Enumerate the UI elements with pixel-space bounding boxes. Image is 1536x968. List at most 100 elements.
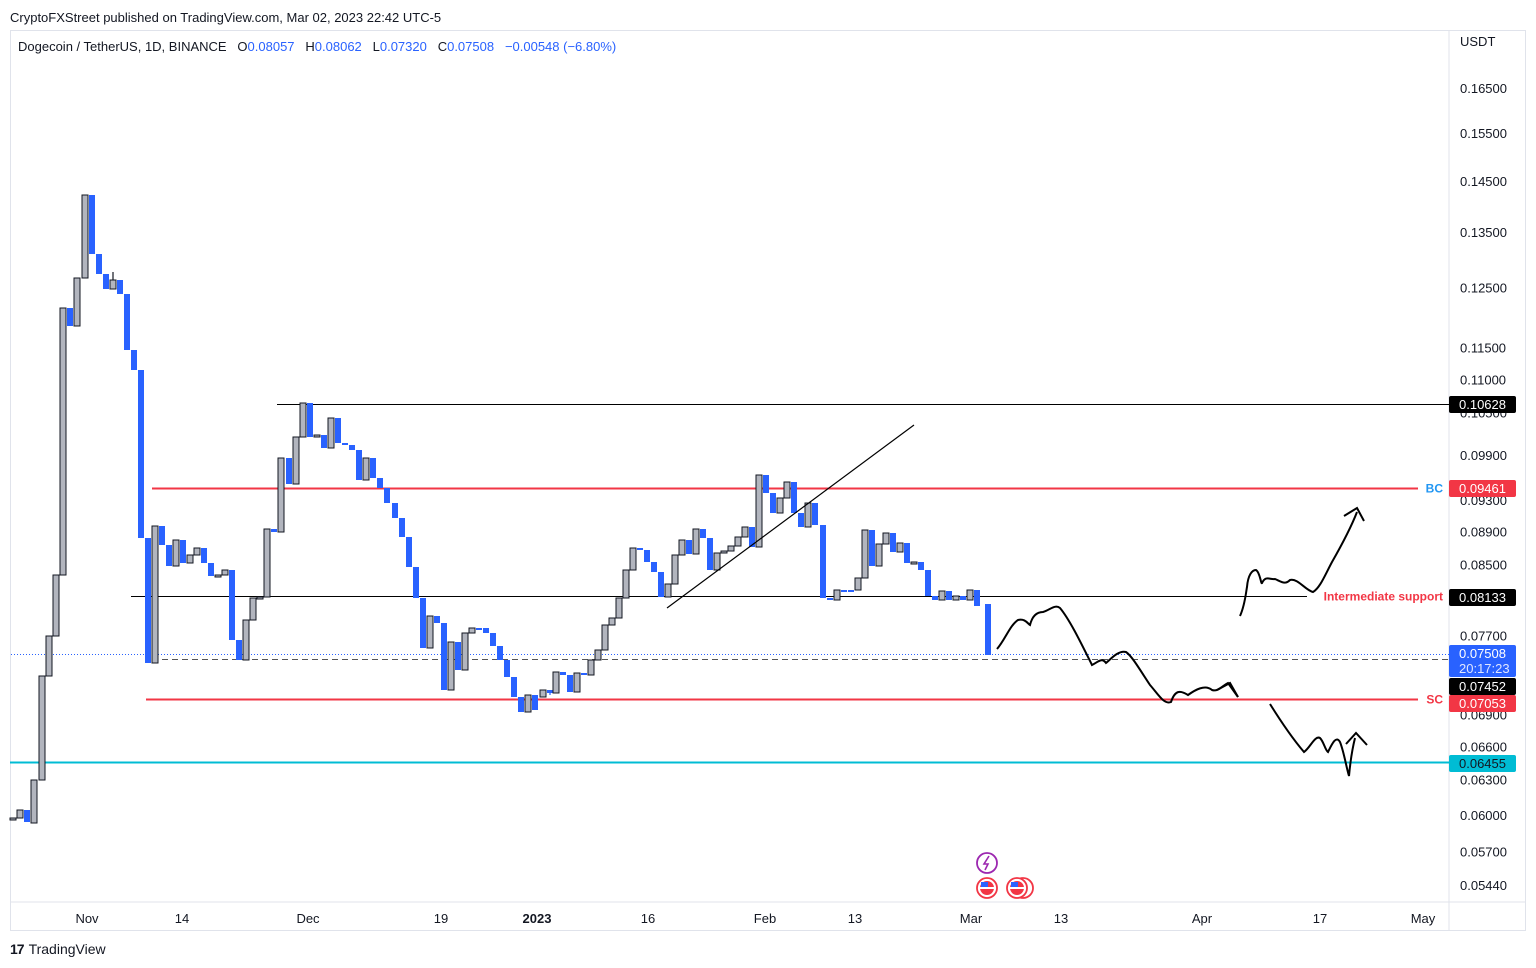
candle: [497, 646, 503, 660]
candle-body: [985, 604, 991, 655]
candle-body: [974, 590, 980, 606]
us-flag-event-icon-stack[interactable]: [1006, 877, 1034, 899]
candle-body: [686, 540, 692, 554]
us-flag-event-icon[interactable]: [976, 877, 998, 899]
candle: [587, 659, 595, 676]
candle: [483, 628, 489, 633]
candle: [776, 497, 784, 514]
candle: [861, 529, 869, 579]
candle-body: [720, 550, 728, 554]
price-tag-value: 0.06455: [1459, 756, 1506, 771]
candle-body: [932, 596, 938, 600]
close-value: 0.07508: [447, 39, 495, 54]
candle-body: [875, 543, 883, 567]
candle: [426, 615, 434, 649]
candle: [434, 616, 440, 623]
projection-path-2[interactable]: [1239, 511, 1358, 617]
candle: [249, 597, 257, 621]
candle-body: [622, 569, 630, 599]
candle: [399, 518, 405, 537]
candle-body: [763, 475, 769, 493]
candle: [658, 572, 664, 597]
candle-body: [377, 478, 383, 488]
candle: [763, 475, 769, 493]
candle-body: [242, 619, 250, 661]
candle: [938, 590, 946, 601]
candle-body: [413, 567, 419, 598]
projection-path-1[interactable]: [996, 605, 1239, 704]
candle-body: [910, 561, 918, 565]
lightning-event-icon[interactable]: [976, 852, 998, 874]
candle-body: [560, 672, 566, 675]
candle: [172, 539, 180, 567]
candle: [263, 528, 271, 598]
price-tick: 0.11500: [1460, 340, 1506, 355]
projection-arrow-3[interactable]: [1345, 731, 1368, 746]
price-tag-bg: [1449, 396, 1516, 413]
price-tag-value: 0.07508: [1459, 646, 1506, 661]
candle-body: [327, 417, 335, 449]
price-tag-value: 0.09461: [1459, 481, 1506, 496]
price-tick: 0.07700: [1460, 629, 1507, 644]
candle: [615, 597, 623, 619]
candle-body: [313, 434, 321, 438]
candle-body: [335, 418, 341, 443]
candle: [925, 570, 931, 596]
candle: [24, 810, 30, 822]
time-tick: 17: [1313, 911, 1327, 926]
candle-body: [841, 590, 847, 592]
candle: [180, 540, 186, 563]
candle: [313, 434, 321, 438]
candle: [117, 280, 123, 294]
tradingview-brand: TradingView: [28, 941, 106, 957]
candle: [974, 590, 980, 606]
projection-path-3[interactable]: [1269, 703, 1356, 777]
price-tag: 0.06455: [1449, 755, 1516, 772]
candle: [532, 695, 538, 710]
time-tick: 14: [175, 911, 189, 926]
candle-body: [45, 635, 53, 677]
projection-arrow-1[interactable]: [1216, 681, 1239, 698]
low-value: 0.07320: [379, 39, 427, 54]
candle-body: [890, 533, 896, 552]
candle-body: [483, 628, 489, 633]
candle-body: [73, 277, 81, 327]
time-tick: Dec: [296, 911, 320, 926]
tradingview-logo[interactable]: 17 TradingView: [10, 941, 106, 957]
candle: [820, 525, 826, 598]
candle-body: [755, 474, 763, 548]
candle-body: [925, 570, 931, 596]
candle-body: [749, 527, 755, 547]
high-label: H: [305, 39, 315, 54]
candle: [854, 577, 862, 591]
candle-body: [601, 624, 609, 651]
candle: [321, 435, 327, 448]
candle: [159, 526, 165, 545]
trendline[interactable]: [666, 424, 915, 609]
candle-body: [286, 458, 292, 484]
candle: [292, 436, 300, 485]
candle-body: [208, 563, 214, 576]
price-tick: 0.05440: [1460, 878, 1507, 893]
candle-body: [124, 294, 130, 350]
candle: [791, 482, 797, 513]
time-tick: 13: [848, 911, 862, 926]
candle: [904, 543, 910, 563]
candle-body: [468, 627, 476, 634]
candle: [671, 554, 679, 585]
candle-body: [882, 532, 890, 545]
candle-body: [664, 583, 672, 598]
projection-arrow-2[interactable]: [1343, 506, 1365, 522]
candle: [138, 370, 144, 538]
candle: [38, 675, 46, 781]
price-tick: 0.09900: [1460, 448, 1507, 463]
candle-body: [798, 513, 804, 527]
candle-body: [869, 530, 875, 566]
candle: [299, 402, 307, 438]
candle-body: [420, 598, 426, 648]
candle-body: [678, 539, 686, 556]
candle: [406, 537, 412, 567]
candle: [518, 697, 524, 712]
candle: [447, 641, 455, 691]
